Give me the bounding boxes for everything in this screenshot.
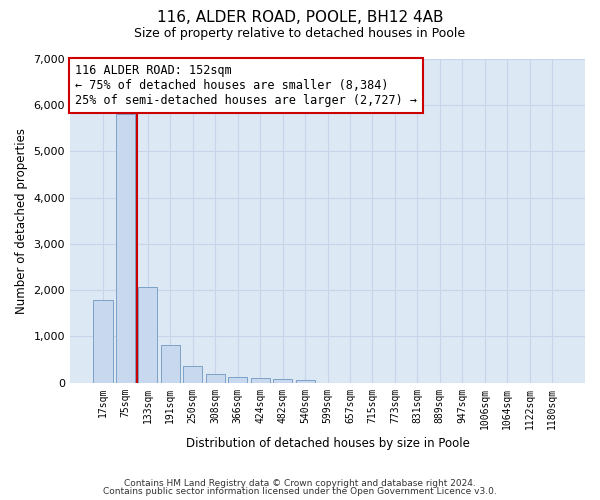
Bar: [273, 378, 292, 382]
X-axis label: Distribution of detached houses by size in Poole: Distribution of detached houses by size …: [185, 437, 469, 450]
Bar: [228, 377, 247, 382]
Bar: [251, 378, 270, 382]
Y-axis label: Number of detached properties: Number of detached properties: [15, 128, 28, 314]
Text: 116 ALDER ROAD: 152sqm
← 75% of detached houses are smaller (8,384)
25% of semi-: 116 ALDER ROAD: 152sqm ← 75% of detached…: [75, 64, 417, 107]
Text: 116, ALDER ROAD, POOLE, BH12 4AB: 116, ALDER ROAD, POOLE, BH12 4AB: [157, 10, 443, 25]
Bar: [139, 288, 157, 382]
Bar: [94, 300, 113, 382]
Bar: [296, 380, 314, 382]
Bar: [161, 345, 180, 383]
Text: Size of property relative to detached houses in Poole: Size of property relative to detached ho…: [134, 28, 466, 40]
Text: Contains HM Land Registry data © Crown copyright and database right 2024.: Contains HM Land Registry data © Crown c…: [124, 478, 476, 488]
Bar: [183, 366, 202, 382]
Text: Contains public sector information licensed under the Open Government Licence v3: Contains public sector information licen…: [103, 487, 497, 496]
Bar: [116, 114, 135, 382]
Bar: [206, 374, 225, 382]
